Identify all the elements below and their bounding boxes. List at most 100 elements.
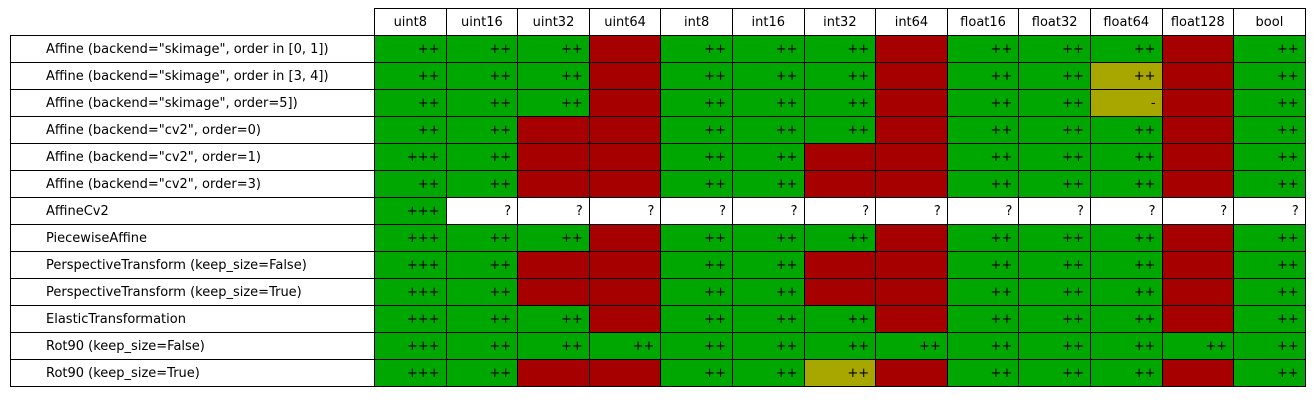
support-cell: ++	[1089, 251, 1163, 279]
column-header-row: uint8 uint16 uint32 uint64 int8 int16 int32 int…	[11, 8, 1306, 36]
support-cell: ++	[1089, 143, 1163, 171]
support-cell: ++	[731, 305, 805, 333]
support-cell: ++	[517, 305, 590, 333]
support-cell: ++	[660, 251, 733, 279]
support-cell: ++	[1018, 89, 1091, 117]
support-cell: ++	[875, 332, 948, 360]
support-cell: ++	[374, 89, 447, 117]
support-cell	[588, 89, 662, 117]
support-cell: ++	[731, 116, 805, 144]
support-cell: ++	[445, 170, 519, 198]
support-cell	[588, 170, 662, 198]
support-cell	[588, 62, 662, 90]
support-cell: ++	[1233, 332, 1306, 360]
table-row: Affine (backend="cv2", order=3) ++ ++ ++ ++ +…	[10, 170, 1306, 198]
support-cell: ++	[1233, 35, 1306, 63]
support-cell: ++	[445, 224, 519, 252]
support-cell: ++	[803, 332, 877, 360]
support-cell	[875, 35, 948, 63]
row-label: Affine (backend="cv2", order=0)	[10, 116, 375, 144]
support-cell: ?	[875, 197, 948, 225]
support-cell: ++	[1018, 116, 1091, 144]
support-cell: ++	[1089, 35, 1163, 63]
support-cell	[517, 170, 590, 198]
row-label: PiecewiseAffine	[10, 224, 375, 252]
support-cell: ?	[1161, 197, 1235, 225]
support-cell: +++	[374, 305, 447, 333]
support-cell	[875, 305, 948, 333]
support-cell: +++	[374, 251, 447, 279]
support-cell: ++	[1233, 251, 1306, 279]
support-cell: ?	[588, 197, 662, 225]
support-cell: ++	[731, 359, 805, 387]
support-cell: ++	[946, 170, 1020, 198]
support-cell	[1161, 251, 1235, 279]
support-cell: ++	[660, 332, 733, 360]
support-cell	[875, 251, 948, 279]
column-header: float16	[946, 8, 1020, 36]
support-cell: ++	[731, 143, 805, 171]
table-row: Affine (backend="skimage", order in [0, …	[10, 35, 1306, 63]
support-cell	[588, 359, 662, 387]
support-cell	[803, 170, 877, 198]
support-cell	[875, 116, 948, 144]
support-cell: ++	[445, 278, 519, 306]
dtype-support-table: uint8 uint16 uint32 uint64 int8 int16 int32 int…	[10, 8, 1306, 387]
support-cell	[1161, 143, 1235, 171]
support-cell: ++	[1089, 116, 1163, 144]
column-header: float128	[1161, 8, 1235, 36]
row-label: ElasticTransformation	[10, 305, 375, 333]
support-cell: -	[1089, 89, 1163, 117]
support-cell: ?	[946, 197, 1020, 225]
support-cell: ++	[1018, 332, 1091, 360]
support-cell: ?	[1233, 197, 1306, 225]
column-header: bool	[1233, 8, 1306, 36]
support-cell	[588, 35, 662, 63]
support-cell: ++	[946, 251, 1020, 279]
row-label: PerspectiveTransform (keep_size=False)	[10, 251, 375, 279]
support-cell: ++	[660, 359, 733, 387]
support-cell: ++	[1089, 305, 1163, 333]
support-cell: ++	[803, 359, 877, 387]
support-cell: ++	[731, 224, 805, 252]
support-cell: ++	[660, 278, 733, 306]
support-cell: ++	[445, 35, 519, 63]
column-header: float64	[1089, 8, 1163, 36]
support-cell: ++	[1233, 116, 1306, 144]
support-cell: ++	[731, 62, 805, 90]
support-cell: ++	[1089, 278, 1163, 306]
support-cell	[517, 278, 590, 306]
column-header: uint16	[445, 8, 519, 36]
support-cell	[588, 305, 662, 333]
support-cell	[803, 251, 877, 279]
support-cell	[1161, 278, 1235, 306]
support-cell: ++	[1018, 62, 1091, 90]
support-cell	[1161, 359, 1235, 387]
table-row: Rot90 (keep_size=False) +++ ++ ++ ++ ++ ++ ++ ++…	[10, 332, 1306, 360]
support-cell: ++	[517, 89, 590, 117]
support-cell: ++	[660, 62, 733, 90]
support-cell: ++	[1233, 143, 1306, 171]
support-cell: ++	[1233, 224, 1306, 252]
column-header: uint32	[517, 8, 590, 36]
support-cell: ?	[1089, 197, 1163, 225]
support-cell: +++	[374, 332, 447, 360]
support-cell: ++	[517, 332, 590, 360]
support-cell: ++	[731, 170, 805, 198]
support-cell: ++	[946, 62, 1020, 90]
support-cell: ++	[1089, 359, 1163, 387]
support-cell	[875, 278, 948, 306]
support-cell	[875, 89, 948, 117]
support-cell: ++	[374, 62, 447, 90]
support-cell: ?	[517, 197, 590, 225]
support-cell: ++	[660, 35, 733, 63]
support-cell	[588, 224, 662, 252]
support-cell	[875, 143, 948, 171]
support-cell: ?	[660, 197, 733, 225]
support-cell: ++	[1018, 305, 1091, 333]
row-label: Affine (backend="skimage", order in [0, …	[10, 35, 375, 63]
support-cell	[875, 62, 948, 90]
support-cell: ++	[445, 116, 519, 144]
support-cell: ++	[1089, 224, 1163, 252]
column-header: float32	[1018, 8, 1091, 36]
